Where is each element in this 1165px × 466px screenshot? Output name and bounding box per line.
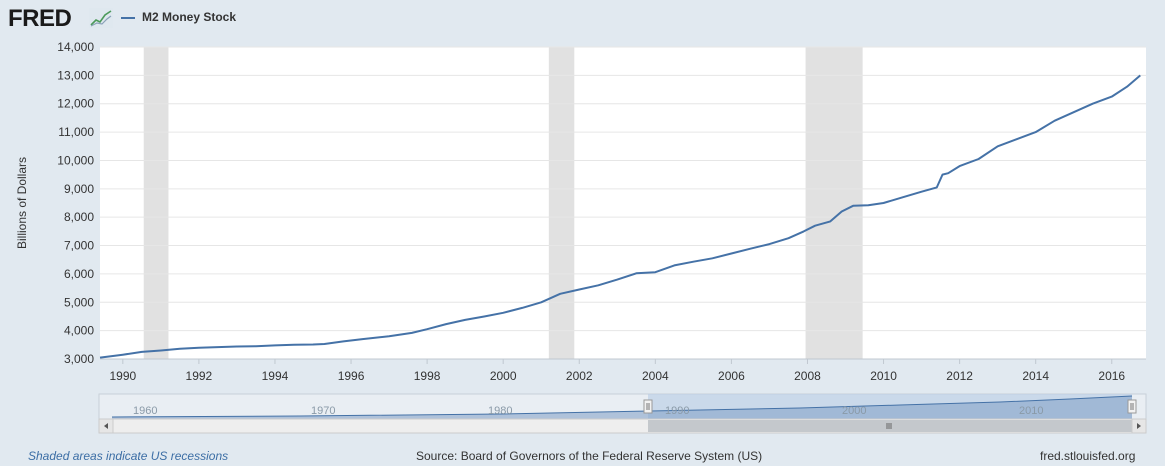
site-link[interactable]: fred.stlouisfed.org bbox=[1040, 449, 1136, 463]
chart-trend-icon bbox=[89, 8, 113, 28]
x-tick-label: 2004 bbox=[642, 369, 669, 383]
y-tick-label: 14,000 bbox=[57, 40, 94, 54]
x-tick-label: 2010 bbox=[870, 369, 897, 383]
navigator-handle-right[interactable] bbox=[1127, 399, 1137, 414]
navigator[interactable]: 1960 1970 1980 1990 2000 2010 bbox=[98, 393, 1147, 420]
y-axis: 3,000 4,000 5,000 6,000 7,000 8,000 9,000 10,00… bbox=[57, 40, 94, 366]
x-tick-label: 1998 bbox=[414, 369, 441, 383]
recession-shading bbox=[143, 47, 863, 359]
navigator-label: 2010 bbox=[1019, 405, 1043, 417]
scrollbar[interactable] bbox=[98, 418, 1147, 434]
y-tick-label: 5,000 bbox=[64, 295, 94, 309]
navigator-label: 2000 bbox=[842, 405, 866, 417]
grid-lines bbox=[100, 46, 1146, 332]
x-tick-label: 1992 bbox=[186, 369, 213, 383]
chevron-left-icon bbox=[104, 423, 108, 429]
navigator-series-line bbox=[111, 395, 1133, 418]
recession-band bbox=[805, 47, 863, 359]
x-tick-label: 2012 bbox=[946, 369, 973, 383]
y-tick-label: 7,000 bbox=[64, 239, 94, 253]
navigator-label: 1980 bbox=[488, 405, 512, 417]
plot-background bbox=[100, 47, 1146, 359]
series-layer bbox=[99, 74, 1141, 359]
y-tick-label: 10,000 bbox=[57, 153, 94, 167]
navigator-label: 1970 bbox=[311, 405, 335, 417]
y-tick-label: 12,000 bbox=[57, 97, 94, 111]
x-axis: 1990 1992 1994 1996 1998 2000 2002 2004 2006 2008… bbox=[109, 359, 1125, 383]
x-tick-label: 2014 bbox=[1022, 369, 1049, 383]
x-tick-label: 2002 bbox=[566, 369, 593, 383]
x-tick-label: 1994 bbox=[262, 369, 289, 383]
fred-logo[interactable]: FRED bbox=[8, 5, 72, 32]
navigator-series-area bbox=[112, 396, 1132, 419]
x-tick-label: 1996 bbox=[338, 369, 365, 383]
x-tick-label: 2000 bbox=[490, 369, 517, 383]
legend-label: M2 Money Stock bbox=[142, 10, 237, 24]
recession-band bbox=[143, 47, 169, 359]
recession-note: Shaded areas indicate US recessions bbox=[28, 449, 229, 463]
x-tick-label: 1990 bbox=[109, 369, 136, 383]
chevron-right-icon bbox=[1137, 423, 1141, 429]
y-axis-title: Billions of Dollars bbox=[15, 157, 29, 249]
y-tick-label: 13,000 bbox=[57, 68, 94, 82]
y-tick-label: 4,000 bbox=[64, 324, 94, 338]
legend-swatch bbox=[121, 17, 135, 19]
y-tick-label: 6,000 bbox=[64, 267, 94, 281]
x-tick-label: 2008 bbox=[794, 369, 821, 383]
x-tick-label: 2016 bbox=[1098, 369, 1125, 383]
x-tick-label: 2006 bbox=[718, 369, 745, 383]
chart-header: FRED M2 Money Stock bbox=[0, 0, 1165, 36]
y-tick-label: 11,000 bbox=[58, 125, 94, 139]
navigator-label: 1960 bbox=[133, 405, 157, 417]
scrollbar-thumb[interactable] bbox=[648, 420, 1132, 432]
navigator-handle-left[interactable] bbox=[643, 399, 653, 414]
navigator-labels: 1960 1970 1980 1990 2000 2010 bbox=[133, 405, 1043, 417]
source-text: Source: Board of Governors of the Federa… bbox=[416, 449, 763, 463]
series-line[interactable] bbox=[99, 74, 1141, 359]
y-tick-label: 9,000 bbox=[64, 182, 94, 196]
y-tick-label: 8,000 bbox=[64, 210, 94, 224]
navigator-label: 1990 bbox=[665, 405, 689, 417]
recession-band bbox=[548, 47, 575, 359]
y-tick-label: 3,000 bbox=[64, 352, 94, 366]
